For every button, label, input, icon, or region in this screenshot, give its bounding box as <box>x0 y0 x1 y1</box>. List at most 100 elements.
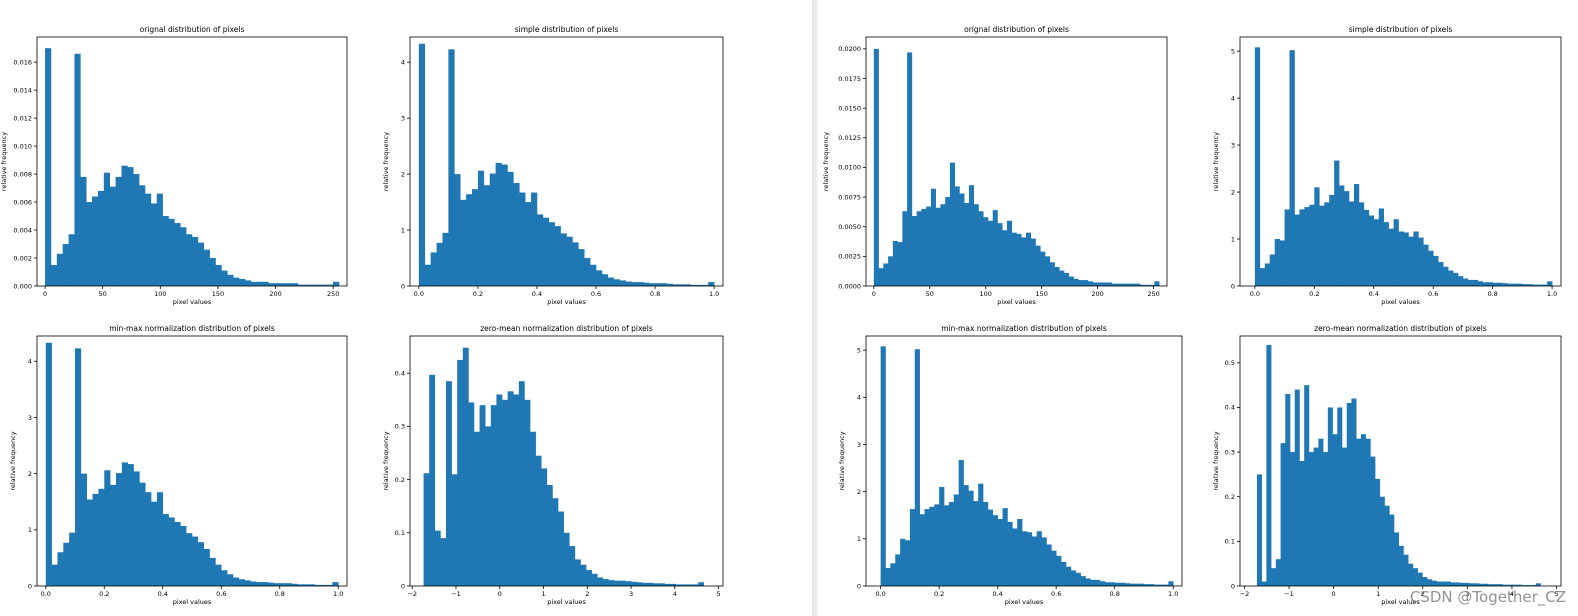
histogram-bar <box>429 374 436 586</box>
histogram-bar <box>273 583 281 586</box>
histogram-bar <box>1526 585 1532 586</box>
histogram-bar <box>1051 550 1057 586</box>
histogram-bar <box>495 162 502 286</box>
y-tick-label: 4 <box>1231 94 1235 102</box>
histogram-bar <box>1327 407 1333 586</box>
bars <box>418 43 715 287</box>
histogram-bar <box>1537 284 1543 286</box>
histogram-bar <box>1521 585 1527 586</box>
histogram-bar <box>57 552 64 586</box>
x-tick-label: 200 <box>1091 290 1103 298</box>
histogram-bar <box>186 234 193 286</box>
histogram-bar <box>320 584 327 586</box>
histogram-bar <box>168 517 175 586</box>
histogram-bar <box>1078 280 1084 286</box>
histogram-bar <box>949 162 955 286</box>
axes-frame <box>409 335 724 587</box>
histogram-bar <box>1026 532 1033 586</box>
y-tick-label: 0.010 <box>13 142 32 150</box>
histogram-bar <box>327 284 334 286</box>
histogram-bar <box>1363 209 1370 286</box>
histogram-bar <box>232 577 240 586</box>
histogram-bar <box>1092 282 1098 286</box>
watermark: CSDN @Together_CZ <box>1409 588 1566 606</box>
histogram-bar <box>1059 270 1065 286</box>
histogram-bar <box>297 584 304 586</box>
histogram-bar <box>1100 581 1106 586</box>
histogram-bar <box>423 473 430 586</box>
histogram-bar <box>997 519 1003 586</box>
histogram-bar <box>513 394 520 586</box>
histogram-bar <box>92 196 99 286</box>
histogram-bar <box>1299 209 1305 286</box>
histogram-bar <box>1040 251 1046 286</box>
histogram-bar <box>1353 184 1360 286</box>
histogram-bar <box>1365 438 1371 586</box>
histogram-bar <box>1398 231 1404 286</box>
histogram-bar <box>686 584 693 586</box>
histogram-bar <box>880 346 886 586</box>
histogram-bar <box>1487 282 1493 286</box>
histogram-bar <box>1483 583 1489 586</box>
histogram-bar <box>1056 555 1062 586</box>
histogram-bar <box>1531 585 1537 586</box>
histogram-bar <box>1073 278 1079 286</box>
bars <box>873 48 1160 286</box>
x-axis-label: pixel values <box>1005 598 1044 606</box>
histogram-bar <box>619 580 626 586</box>
histogram-bar <box>992 515 998 586</box>
histogram-bar <box>139 482 146 586</box>
histogram-bar <box>608 580 615 586</box>
histogram-bar <box>1522 284 1528 286</box>
histogram-bar <box>591 573 598 586</box>
histogram-bar <box>227 274 234 286</box>
histogram-bar <box>115 176 122 286</box>
x-tick-label: 0.6 <box>591 290 601 298</box>
y-tick-label: 5 <box>857 346 861 354</box>
y-tick-label: 0.4 <box>1225 404 1235 412</box>
histogram-bar <box>1431 580 1437 586</box>
histogram-bar <box>1313 447 1319 586</box>
histogram-bar <box>442 232 449 286</box>
histogram-bar <box>939 486 945 586</box>
histogram-bar <box>1049 262 1055 286</box>
histogram-bar <box>873 48 879 286</box>
histogram-bar <box>1398 545 1404 586</box>
x-tick-label: −1 <box>1284 590 1294 598</box>
chart-title: simple distribution of pixels <box>515 25 619 34</box>
histogram-bar <box>1135 283 1141 286</box>
histogram-bar <box>1124 583 1130 586</box>
histogram-bar <box>115 473 123 586</box>
x-axis-label: pixel values <box>173 298 212 306</box>
x-tick-label: −2 <box>407 590 417 598</box>
histogram-bar <box>1129 583 1135 586</box>
histogram-bar <box>1102 282 1108 286</box>
histogram-bar <box>916 211 922 286</box>
histogram-bar <box>180 227 187 286</box>
histogram-bar <box>907 52 913 286</box>
histogram-bar <box>1085 578 1091 586</box>
histogram-bar <box>440 538 447 586</box>
y-tick-label: 0.1 <box>395 529 405 537</box>
histogram-bar <box>548 222 555 286</box>
histogram-bar <box>1422 577 1428 586</box>
histogram-bar <box>536 214 544 286</box>
histogram-bar <box>92 493 99 586</box>
histogram-bar <box>1045 256 1051 286</box>
y-tick-label: 3 <box>1231 141 1235 149</box>
y-tick-label: 3 <box>401 114 405 122</box>
histogram-bar <box>631 282 638 286</box>
histogram-bar <box>250 281 257 286</box>
histogram-bar <box>1087 281 1093 286</box>
histogram-bar <box>1346 402 1352 586</box>
histogram-bar <box>238 579 245 586</box>
histogram-bar <box>637 282 644 286</box>
y-axis-label: relative frequency <box>838 431 846 490</box>
histogram-bar <box>670 583 677 586</box>
y-tick-label: 0.000 <box>13 282 32 290</box>
histogram-bar <box>897 242 903 286</box>
axes-frame <box>1239 36 1562 287</box>
histogram-bar <box>268 283 275 286</box>
histogram-bar <box>630 581 637 586</box>
histogram-bar <box>430 252 437 286</box>
